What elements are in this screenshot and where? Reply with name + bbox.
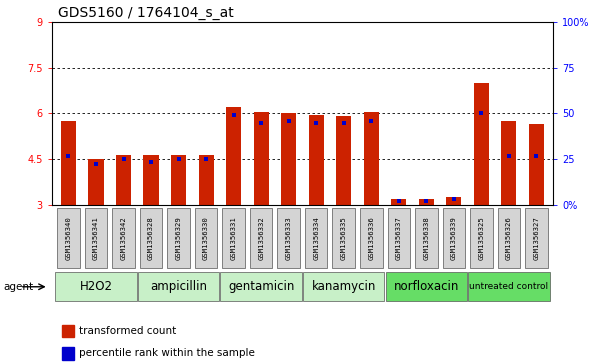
Text: kanamycin: kanamycin [312,280,376,293]
FancyBboxPatch shape [415,208,437,268]
Text: GSM1356336: GSM1356336 [368,216,375,260]
Text: GSM1356337: GSM1356337 [396,216,402,260]
FancyBboxPatch shape [85,208,108,268]
Bar [336,117,351,205]
Text: transformed count: transformed count [79,326,177,335]
Bar [309,115,324,205]
FancyBboxPatch shape [167,208,190,268]
FancyBboxPatch shape [140,208,163,268]
FancyBboxPatch shape [470,208,492,268]
Bar [226,107,241,205]
Text: agent: agent [3,282,33,292]
Bar [199,155,214,205]
Bar [89,159,103,205]
Text: untreated control: untreated control [469,282,549,291]
Bar [446,197,461,205]
Bar [171,155,186,205]
Text: GSM1356326: GSM1356326 [506,216,512,260]
Bar [364,112,379,205]
Text: GSM1356338: GSM1356338 [423,216,430,260]
Text: GSM1356339: GSM1356339 [451,216,457,260]
Bar [116,155,131,205]
Text: GSM1356325: GSM1356325 [478,216,485,260]
FancyBboxPatch shape [222,208,245,268]
Bar [61,121,76,205]
Bar [419,199,434,205]
Text: norfloxacin: norfloxacin [393,280,459,293]
Bar [62,347,75,359]
Text: GDS5160 / 1764104_s_at: GDS5160 / 1764104_s_at [58,6,234,20]
Text: GSM1356341: GSM1356341 [93,216,99,260]
Text: GSM1356331: GSM1356331 [230,216,236,260]
FancyBboxPatch shape [57,208,80,268]
Bar [391,199,406,205]
FancyBboxPatch shape [112,208,135,268]
FancyBboxPatch shape [277,208,300,268]
Text: GSM1356333: GSM1356333 [286,216,291,260]
FancyBboxPatch shape [55,272,137,301]
FancyBboxPatch shape [442,208,465,268]
FancyBboxPatch shape [525,208,547,268]
FancyBboxPatch shape [138,272,219,301]
Bar [254,112,269,205]
Bar [529,124,544,205]
Text: GSM1356335: GSM1356335 [341,216,346,260]
FancyBboxPatch shape [332,208,355,268]
Text: GSM1356327: GSM1356327 [533,216,540,260]
FancyBboxPatch shape [468,272,550,301]
Text: H2O2: H2O2 [79,280,112,293]
FancyBboxPatch shape [497,208,520,268]
Bar [474,83,489,205]
Text: GSM1356328: GSM1356328 [148,216,154,260]
Text: GSM1356329: GSM1356329 [175,216,181,260]
Bar [62,325,75,337]
FancyBboxPatch shape [221,272,302,301]
Text: GSM1356332: GSM1356332 [258,216,264,260]
FancyBboxPatch shape [386,272,467,301]
FancyBboxPatch shape [360,208,382,268]
Bar [502,121,516,205]
Text: ampicillin: ampicillin [150,280,207,293]
Text: GSM1356342: GSM1356342 [120,216,126,260]
Bar [144,155,159,205]
FancyBboxPatch shape [303,272,384,301]
Text: GSM1356330: GSM1356330 [203,216,209,260]
Bar [281,113,296,205]
Text: percentile rank within the sample: percentile rank within the sample [79,348,255,358]
Text: GSM1356340: GSM1356340 [65,216,71,260]
FancyBboxPatch shape [305,208,327,268]
FancyBboxPatch shape [250,208,273,268]
FancyBboxPatch shape [195,208,218,268]
FancyBboxPatch shape [387,208,410,268]
Text: gentamicin: gentamicin [228,280,295,293]
Text: GSM1356334: GSM1356334 [313,216,319,260]
